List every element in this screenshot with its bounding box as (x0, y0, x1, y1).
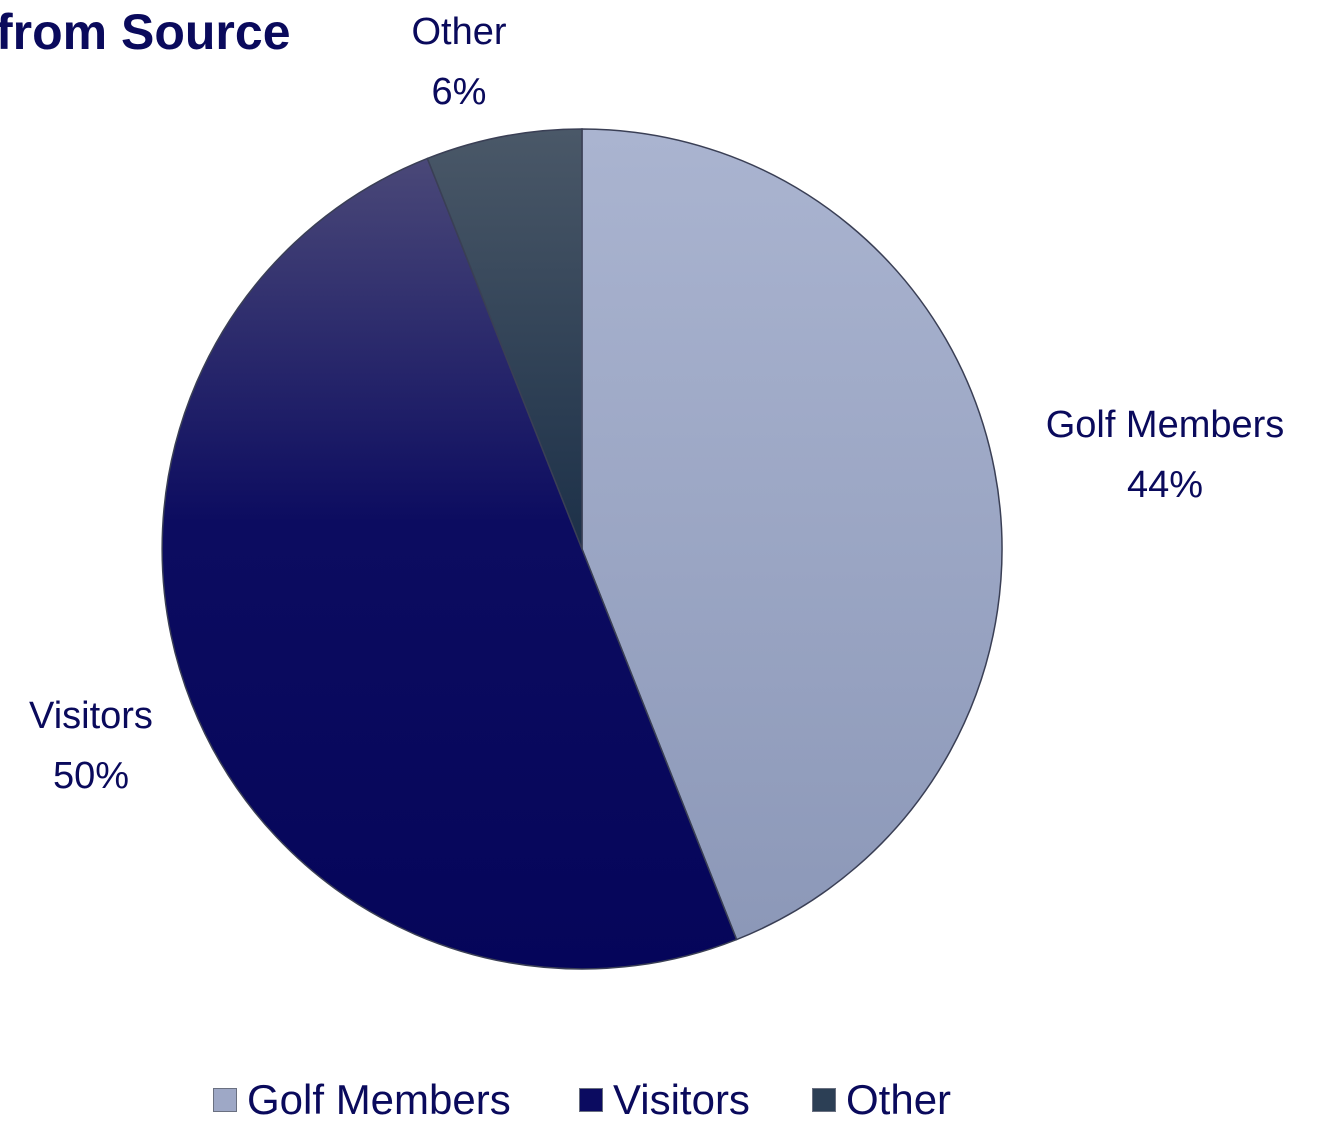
legend-item-other: Other (812, 1072, 951, 1121)
chart-title: from Source (0, 4, 291, 60)
pie-slices (161, 128, 1003, 970)
pie-slice-visitors (161, 157, 738, 970)
slice-value-other: 6% (432, 71, 487, 113)
legend-item-visitors: Visitors (579, 1072, 750, 1121)
pie-chart: Golf Members 44% Visitors 50% Other 6% (29, 11, 1284, 970)
pie-slice-golf-members (581, 128, 1003, 941)
legend-label-visitors: Visitors (613, 1076, 750, 1121)
slice-label-other: Other (411, 11, 506, 53)
legend-swatch-other (812, 1088, 836, 1112)
legend-swatch-golf-members (213, 1088, 237, 1112)
legend-item-golf-members: Golf Members (213, 1072, 511, 1121)
legend-swatch-visitors (579, 1088, 603, 1112)
legend-label-golf-members: Golf Members (247, 1076, 511, 1121)
slice-label-visitors: Visitors (29, 695, 153, 737)
slice-value-visitors: 50% (53, 755, 129, 797)
pie-slice-other (426, 128, 583, 550)
slice-label-golf-members: Golf Members (1046, 404, 1285, 446)
legend-label-other: Other (846, 1076, 952, 1121)
legend: Golf Members Visitors Other (0, 1072, 1317, 1121)
slice-value-golf-members: 44% (1127, 464, 1203, 506)
pie-labels: Golf Members 44% Visitors 50% Other 6% (29, 11, 1284, 797)
